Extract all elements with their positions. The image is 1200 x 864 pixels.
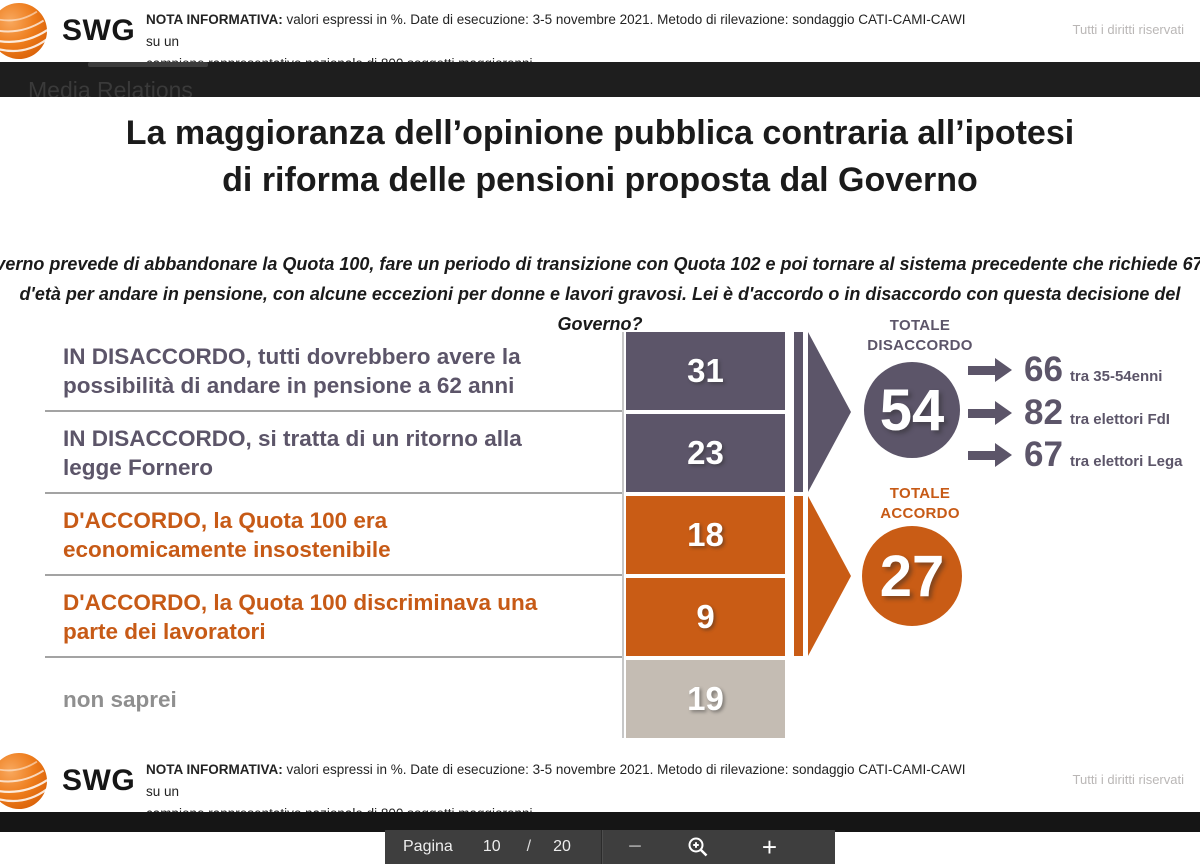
nota-text: valori espressi in %. Date di esecuzione… — [146, 762, 966, 799]
row-divider — [45, 492, 623, 494]
row-divider — [45, 410, 623, 412]
totale-value: 27 — [879, 543, 945, 609]
page-separator: / — [526, 838, 532, 855]
bar-accordo-insostenibile: 18 — [626, 496, 785, 574]
breakdown-row-35-54enni: 66 tra 35-54enni — [968, 347, 1162, 393]
totale-disaccordo-label: TOTALE DISACCORDO — [840, 316, 1000, 356]
answer-label-accordo-discriminava: D'ACCORDO, la Quota 100 discriminava una… — [63, 578, 608, 656]
right-arrow-icon — [968, 358, 1012, 382]
dark-overlay-bar: Media Relations — [0, 62, 1200, 97]
question-line1: Il Governo prevede di abbandonare la Quo… — [0, 254, 1200, 274]
title-line1: La maggioranza dell’opinione pubblica co… — [125, 114, 1075, 152]
right-arrow-icon — [968, 443, 1012, 467]
totale-disaccordo-circle: 54 — [864, 362, 960, 458]
bar-value: 31 — [687, 352, 724, 389]
survey-question: Il Governo prevede di abbandonare la Quo… — [0, 249, 1200, 339]
label-line: non saprei — [63, 686, 177, 712]
pdf-page-toolbar: Pagina 10 / 20 − + — [385, 830, 835, 864]
swg-logo-text: SWG — [62, 14, 136, 47]
chart-axis-line — [622, 332, 624, 738]
nota-label: NOTA INFORMATIVA: — [146, 762, 283, 777]
breakdown-label: tra elettori Lega — [1069, 453, 1183, 470]
bar-value: 19 — [687, 680, 724, 717]
media-relations-clipped-text: Media Relations — [28, 77, 193, 97]
totale-accordo-circle: 27 — [862, 526, 962, 626]
rights-notice: Tutti i diritti riservati — [1072, 22, 1184, 37]
nota-label: NOTA INFORMATIVA: — [146, 12, 283, 27]
breakdown-value: 82 — [1024, 393, 1063, 432]
label-line: parte dei lavoratori — [63, 619, 266, 644]
totale-line: ACCORDO — [880, 505, 960, 522]
totale-line: TOTALE — [889, 485, 951, 502]
clipped-text-sliver — [88, 62, 208, 67]
label-line: D'ACCORDO, la Quota 100 discriminava una — [63, 590, 538, 615]
zoom-in-button[interactable]: + — [761, 832, 778, 862]
answer-label-disaccordo-62anni: IN DISACCORDO, tutti dovrebbero avere la… — [63, 332, 608, 410]
disaccordo-arrow-icon — [808, 332, 851, 492]
label-line: possibilità di andare in pensione a 62 a… — [63, 373, 515, 398]
right-arrow-icon — [968, 401, 1012, 425]
nota-text: valori espressi in %. Date di esecuzione… — [146, 12, 966, 49]
totale-line: DISACCORDO — [867, 337, 973, 354]
label-line: IN DISACCORDO, tutti dovrebbero avere la — [63, 344, 521, 369]
breakdown-label: tra 35-54enni — [1069, 368, 1163, 385]
viewer-bottom-strip — [0, 812, 1200, 832]
label-line: D'ACCORDO, la Quota 100 era — [63, 508, 388, 533]
rights-notice: Tutti i diritti riservati — [1072, 772, 1184, 787]
bar-value: 23 — [687, 434, 724, 471]
question-line2: d'età per andare in pensione, con alcune… — [19, 284, 1181, 334]
zoom-magnifier-icon[interactable] — [686, 835, 710, 859]
header-brand-bar: SWG NOTA INFORMATIVA: valori espressi in… — [0, 0, 1200, 71]
breakdown-row-elettori-lega: 67 tra elettori Lega — [968, 432, 1182, 478]
bar-non-saprei: 19 — [626, 660, 785, 738]
label-line: legge Fornero — [63, 455, 214, 480]
footer-brand-bar: SWG NOTA INFORMATIVA: valori espressi in… — [0, 750, 1200, 821]
breakdown-row-elettori-fdi: 82 tra elettori FdI — [968, 390, 1170, 436]
swg-globe-logo-icon — [0, 2, 48, 65]
label-line: economicamente insostenibile — [63, 537, 391, 562]
totale-accordo-label: TOTALE ACCORDO — [840, 484, 1000, 524]
bar-disaccordo-fornero: 23 — [626, 414, 785, 492]
bar-value: 18 — [687, 516, 724, 553]
breakdown-label: tra elettori FdI — [1069, 411, 1170, 428]
breakdown-value: 67 — [1024, 435, 1063, 474]
totale-value: 54 — [879, 377, 945, 443]
answer-label-disaccordo-fornero: IN DISACCORDO, si tratta di un ritorno a… — [63, 414, 608, 492]
page-title: La maggioranza dell’opinione pubblica co… — [0, 110, 1200, 204]
bar-disaccordo-62anni: 31 — [626, 332, 785, 410]
page-total: 20 — [553, 838, 571, 855]
accordo-group-strip — [794, 496, 803, 656]
zoom-out-button[interactable]: − — [627, 833, 642, 860]
totale-line: TOTALE — [889, 317, 951, 334]
disaccordo-group-strip — [794, 332, 803, 492]
bar-accordo-discriminava: 9 — [626, 578, 785, 656]
answer-label-accordo-insostenibile: D'ACCORDO, la Quota 100 era economicamen… — [63, 496, 608, 574]
title-line2: di riforma delle pensioni proposta dal G… — [222, 161, 978, 199]
label-line: IN DISACCORDO, si tratta di un ritorno a… — [63, 426, 522, 451]
toolbar-divider — [600, 830, 602, 864]
row-divider — [45, 574, 623, 576]
page-number-input[interactable]: 10 — [482, 838, 501, 855]
page-label: Pagina — [403, 838, 453, 855]
row-divider — [45, 656, 623, 658]
answer-label-non-saprei: non saprei — [63, 660, 608, 738]
swg-globe-logo-icon — [0, 752, 48, 815]
bar-value: 9 — [696, 598, 715, 635]
swg-logo-text: SWG — [62, 764, 136, 797]
breakdown-value: 66 — [1024, 350, 1063, 389]
